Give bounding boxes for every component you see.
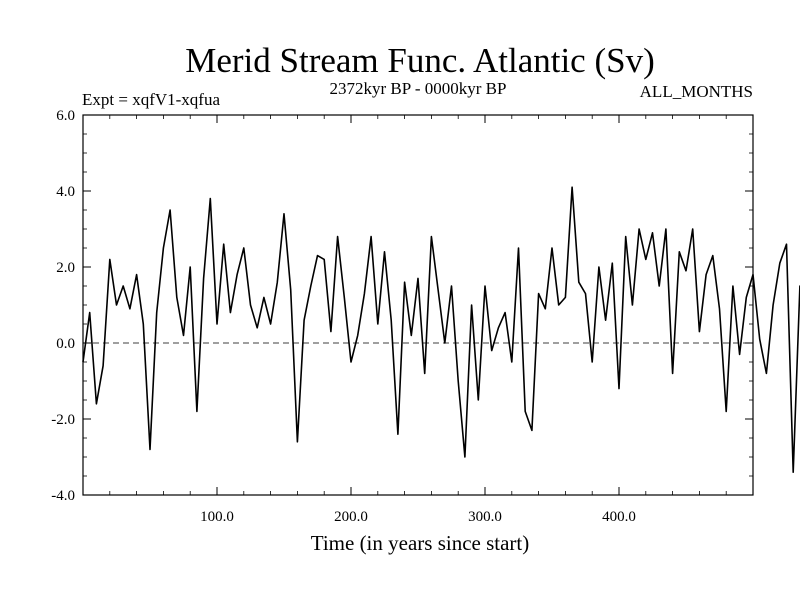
experiment-label: Expt = xqfV1-xqfua — [82, 90, 220, 109]
chart-title: Merid Stream Func. Atlantic (Sv) — [185, 41, 655, 80]
x-tick-label: 400.0 — [602, 509, 636, 525]
x-tick-label: 100.0 — [200, 509, 234, 525]
x-tick-label: 300.0 — [468, 509, 502, 525]
time-range-label: 2372kyr BP - 0000kyr BP — [330, 79, 507, 98]
y-tick-label: 0.0 — [56, 336, 75, 352]
x-tick-label: 200.0 — [334, 509, 368, 525]
plot-area: -4.0 -2.0 0.0 2.0 4.0 6.0 100.0 200.0 300.0 400.0 — [51, 108, 800, 525]
series-line-0 — [82, 186, 800, 474]
y-tick-label: 2.0 — [56, 260, 75, 276]
y-tick-label: 4.0 — [56, 184, 75, 200]
x-axis-label: Time (in years since start) — [311, 531, 530, 555]
y-tick-label: 6.0 — [56, 108, 75, 124]
months-label: ALL_MONTHS — [640, 82, 753, 101]
y-tick-label: -2.0 — [51, 412, 75, 428]
plot-frame — [82, 114, 754, 496]
y-tick-label: -4.0 — [51, 488, 75, 504]
